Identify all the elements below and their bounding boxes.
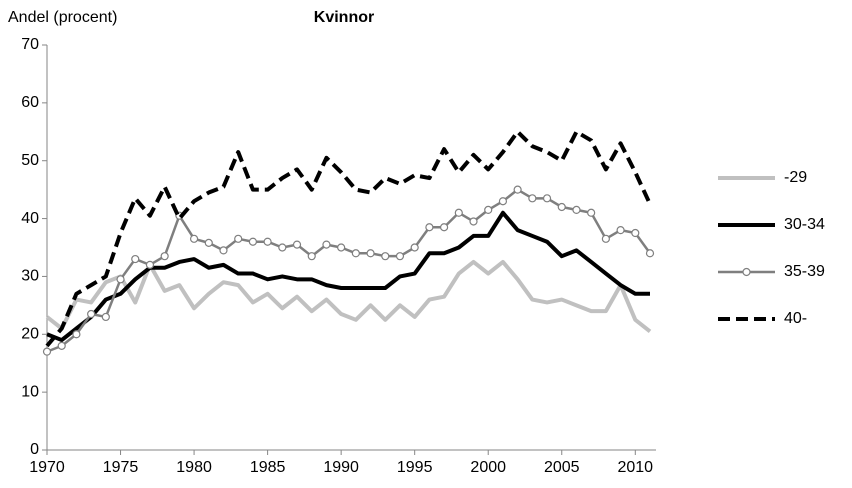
legend-label: 30-34 — [784, 216, 825, 233]
x-tick-label: 1985 — [250, 459, 286, 476]
data-point — [292, 240, 302, 249]
data-point — [307, 252, 316, 261]
x-tick-label: 1970 — [29, 459, 65, 476]
x-tick-label: 1975 — [103, 459, 139, 476]
data-point — [131, 254, 140, 264]
y-tick-label: 70 — [21, 36, 39, 53]
data-point — [395, 252, 405, 261]
data-point — [381, 252, 390, 261]
data-point — [278, 243, 287, 252]
chart-title: Kvinnor — [314, 9, 374, 26]
data-point — [234, 234, 243, 243]
data-point — [601, 234, 610, 243]
data-point — [322, 240, 331, 249]
data-point — [116, 275, 125, 284]
y-tick-label: 50 — [21, 152, 39, 169]
data-point — [410, 243, 419, 252]
x-tick-label: 2005 — [544, 459, 580, 476]
y-tick-label: 40 — [21, 210, 39, 227]
data-point — [631, 228, 640, 238]
series-line — [46, 210, 650, 343]
data-point — [160, 252, 169, 261]
y-tick-label: 20 — [21, 326, 39, 343]
data-point — [645, 249, 655, 258]
data-point — [366, 249, 375, 258]
data-point — [42, 347, 52, 356]
data-point — [263, 237, 272, 246]
data-point — [337, 243, 346, 252]
data-point — [528, 194, 537, 203]
data-point — [439, 223, 449, 232]
data-point — [87, 309, 96, 319]
series-line — [46, 188, 652, 353]
legend-marker — [742, 267, 751, 277]
x-tick-label: 1990 — [323, 459, 359, 476]
legend-label: -29 — [784, 169, 807, 186]
x-tick-label: 2000 — [470, 459, 506, 476]
y-axis-label: Andel (procent) — [8, 9, 117, 26]
data-point — [72, 330, 81, 339]
x-tick-label: 1995 — [397, 459, 433, 476]
data-point — [484, 205, 493, 214]
x-tick-label: 1980 — [176, 459, 212, 476]
series-line — [45, 259, 652, 333]
legend-label: 40- — [784, 310, 807, 327]
data-point — [351, 249, 360, 258]
data-point — [572, 205, 581, 214]
data-point — [204, 238, 213, 247]
data-point — [587, 208, 596, 217]
data-point — [57, 341, 66, 350]
data-point — [248, 237, 258, 246]
data-point — [469, 217, 478, 226]
y-tick-label: 0 — [30, 441, 39, 458]
data-point — [219, 246, 228, 255]
data-point — [454, 208, 463, 217]
data-point — [616, 226, 625, 235]
y-tick-label: 30 — [21, 268, 39, 285]
data-point — [101, 312, 110, 322]
y-tick-label: 10 — [21, 383, 39, 400]
y-tick-label: 60 — [21, 94, 39, 111]
data-point — [425, 223, 434, 232]
data-point — [542, 194, 552, 203]
data-point — [557, 202, 566, 212]
data-point — [513, 185, 522, 194]
data-point — [498, 197, 508, 206]
data-point — [145, 260, 155, 269]
legend-label: 35-39 — [784, 263, 825, 280]
data-point — [189, 234, 199, 243]
series-line — [45, 129, 652, 348]
x-tick-label: 2010 — [617, 459, 653, 476]
